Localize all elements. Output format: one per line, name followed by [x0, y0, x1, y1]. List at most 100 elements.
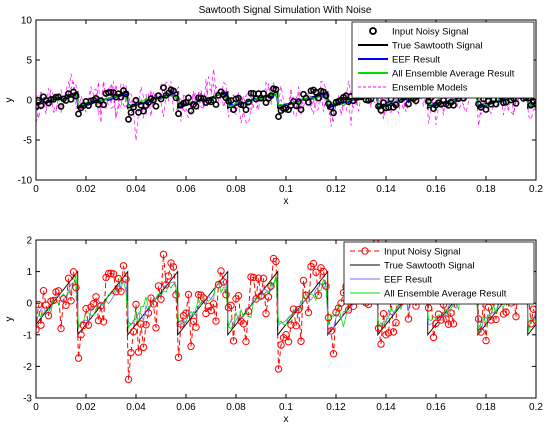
noisy-signal-point — [239, 320, 248, 328]
noisy-signal-point — [157, 95, 165, 103]
noisy-signal-point — [74, 354, 83, 362]
noisy-signal-point — [437, 316, 445, 324]
noisy-signal-point — [36, 300, 43, 309]
noisy-signal-point — [125, 115, 132, 123]
noisy-signal-point — [242, 337, 250, 346]
noisy-signal-point — [384, 329, 393, 337]
x-tick-label: 0.12 — [326, 402, 346, 413]
noisy-signal-point — [487, 316, 495, 324]
x-tick-label: 0.2 — [529, 402, 543, 413]
noisy-signal-point — [319, 267, 328, 276]
legend-box — [343, 241, 535, 305]
noisy-signal-point — [132, 96, 140, 104]
noisy-signal-point — [304, 308, 313, 317]
noisy-signal-point — [169, 263, 178, 271]
noisy-signal-point — [152, 102, 160, 110]
noisy-signal-point — [260, 90, 267, 98]
noisy-signal-point — [77, 330, 85, 339]
legend-label: Input Noisy Signal — [392, 27, 469, 38]
noisy-signal-point — [172, 291, 180, 299]
noisy-signal-point — [314, 291, 323, 299]
noisy-signal-point — [172, 94, 180, 102]
noisy-signal-point — [305, 98, 312, 106]
y-tick-label: -2 — [23, 362, 32, 373]
x-tick-label: 0 — [33, 402, 39, 413]
x-tick-label: 0.06 — [176, 184, 196, 195]
noisy-signal-point — [72, 283, 80, 292]
y-tick-label: 2 — [26, 236, 32, 247]
noisy-signal-point — [429, 333, 438, 342]
noisy-signal-point — [235, 94, 242, 102]
bottom-legend: Input Noisy Signal True Sawtooth Signal EE… — [343, 241, 535, 305]
x-tick-label: 0.04 — [126, 184, 146, 195]
noisy-signal-point — [254, 274, 263, 282]
bottom-y-axis-label: y — [4, 317, 15, 322]
noisy-signal-point — [92, 293, 100, 301]
noisy-signal-point — [127, 109, 135, 116]
noisy-signal-point — [150, 96, 157, 104]
noisy-signal-point — [100, 101, 107, 109]
noisy-signal-point — [389, 328, 398, 336]
noisy-signal-point — [162, 281, 170, 289]
noisy-signal-point — [297, 106, 305, 114]
bottom-x-axis-label: x — [284, 414, 289, 425]
noisy-signal-point — [57, 103, 65, 110]
noisy-signal-point — [170, 87, 177, 95]
noisy-signal-point — [380, 99, 387, 107]
noisy-signal-point — [187, 342, 195, 351]
noisy-signal-point — [244, 307, 253, 315]
noisy-signal-point — [282, 330, 290, 339]
y-tick-label: -10 — [18, 176, 33, 187]
noisy-signal-point — [144, 309, 153, 317]
noisy-signal-point — [192, 102, 200, 110]
noisy-signal-point — [75, 110, 82, 118]
noisy-signal-point — [184, 290, 193, 299]
noisy-signal-point — [59, 295, 68, 303]
noisy-signal-point — [224, 303, 233, 312]
noisy-signal-point — [315, 94, 322, 102]
noisy-signal-point — [109, 270, 118, 278]
noisy-signal-point — [97, 302, 105, 310]
noisy-signal-point — [374, 324, 383, 332]
noisy-signal-point — [392, 319, 400, 327]
noisy-signal-point — [112, 288, 120, 296]
noisy-signal-point — [219, 278, 228, 286]
noisy-signal-point — [167, 259, 175, 267]
noisy-signal-point — [432, 319, 440, 328]
noisy-signal-point — [227, 301, 235, 310]
x-tick-label: 0.08 — [226, 184, 246, 195]
noisy-signal-point — [42, 301, 50, 309]
noisy-signal-point — [132, 300, 140, 309]
noisy-signal-point — [160, 84, 167, 92]
noisy-signal-point — [477, 328, 485, 336]
noisy-signal-point — [245, 98, 252, 106]
noisy-signal-point — [327, 103, 335, 111]
noisy-signal-point — [267, 92, 275, 100]
noisy-signal-point — [177, 320, 185, 328]
legend-swatch-marker — [361, 247, 369, 255]
legend-label: True Sawtooth Signal — [392, 41, 482, 52]
noisy-signal-point — [292, 322, 300, 330]
noisy-signal-point — [297, 337, 305, 345]
noisy-signal-point — [122, 275, 130, 283]
legend-label: EEF Result — [384, 275, 432, 286]
noisy-signal-point — [89, 299, 98, 308]
noisy-signal-point — [72, 92, 80, 100]
legend-label: Input Noisy Signal — [384, 247, 461, 258]
noisy-signal-point — [450, 101, 457, 109]
x-tick-label: 0.02 — [76, 184, 96, 195]
x-tick-label: 0.06 — [176, 402, 196, 413]
x-tick-label: 0.18 — [476, 184, 496, 195]
noisy-signal-point — [217, 267, 225, 275]
noisy-signal-point — [344, 306, 353, 314]
noisy-signal-point — [137, 320, 145, 328]
y-tick-label: -5 — [23, 136, 32, 147]
noisy-signal-point — [330, 109, 337, 117]
noisy-signal-point — [79, 321, 88, 330]
noisy-signal-point — [405, 100, 412, 108]
noisy-signal-point — [327, 327, 335, 335]
noisy-signal-point — [229, 337, 238, 345]
noisy-signal-point — [499, 310, 508, 318]
noisy-signal-point — [532, 100, 536, 108]
noisy-signal-point — [212, 317, 220, 325]
